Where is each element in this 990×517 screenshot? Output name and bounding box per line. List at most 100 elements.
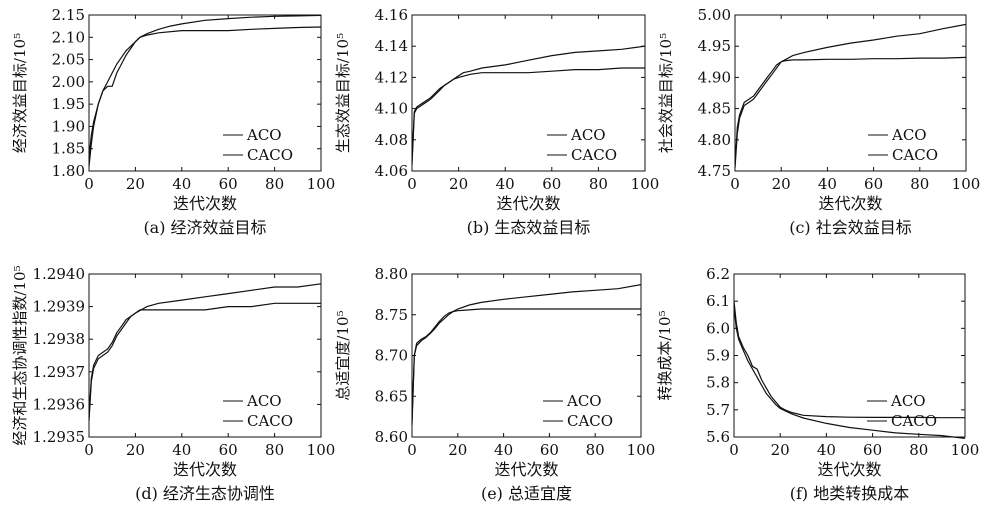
y-axis-label: 生态效益目标/10⁵ xyxy=(334,33,352,153)
x-tick-label: 80 xyxy=(265,175,284,193)
x-tick-label: 0 xyxy=(84,175,94,193)
series-line-aco xyxy=(88,302,321,418)
x-tick-label: 20 xyxy=(449,175,468,193)
y-tick-label: 8.60 xyxy=(375,428,408,446)
series-line-caco xyxy=(411,45,646,165)
legend-label-aco: ACO xyxy=(570,126,606,144)
series-line-caco xyxy=(734,23,967,168)
plot-frame xyxy=(411,14,646,172)
x-tick-label: 100 xyxy=(307,441,336,459)
x-tick-label: 40 xyxy=(172,175,191,193)
y-tick-label: 1.2937 xyxy=(33,363,86,381)
chart-panel-6: 0 20 40 60 80 100 5.6 5.7 5.8 5.9 6.0 6.1 6.2 ACO CACO… xyxy=(656,265,979,503)
series-line-caco xyxy=(411,284,642,425)
chart-panel-2: 0 20 40 60 80 100 4.06 4.08 4.10 4.12 4.14 4.16 ACO C… xyxy=(334,6,659,237)
y-tick-label: 2.10 xyxy=(52,28,85,46)
y-tick-label: 8.80 xyxy=(375,265,408,283)
y-tick-label: 2.15 xyxy=(52,6,85,24)
y-tick-label: 6.2 xyxy=(706,265,730,283)
x-tick-label: 60 xyxy=(219,441,238,459)
series-line-caco xyxy=(88,14,322,158)
panel-caption: (b) 生态效益目标 xyxy=(467,218,591,237)
y-tick-label: 5.7 xyxy=(706,401,730,419)
y-axis-label: 社会效益目标/10⁵ xyxy=(657,33,675,153)
y-tick-label: 5.8 xyxy=(706,374,730,392)
chart-panel-1: 0 20 40 60 80 100 1.80 1.85 1.90 1.95 2.00 2.05 2.10… xyxy=(11,6,335,237)
x-tick-label: 40 xyxy=(172,441,191,459)
panel-caption: (d) 经济生态协调性 xyxy=(135,484,275,503)
series-line-aco xyxy=(734,56,967,165)
x-tick-label: 40 xyxy=(817,441,836,459)
legend-label-caco: CACO xyxy=(892,146,938,164)
x-tick-label: 20 xyxy=(126,441,145,459)
legend-label-caco: CACO xyxy=(567,412,613,430)
chart-panel-3: 0 20 40 60 80 100 4.75 4.80 4.85 4.90 4.95 5.00 ACO C… xyxy=(657,6,980,237)
y-tick-label: 2.05 xyxy=(52,51,85,69)
x-tick-label: 60 xyxy=(863,441,882,459)
y-tick-label: 4.10 xyxy=(375,100,408,118)
y-tick-label: 4.14 xyxy=(375,37,408,55)
y-tick-label: 1.95 xyxy=(52,95,85,113)
legend-label-aco: ACO xyxy=(890,392,926,410)
y-tick-label: 8.65 xyxy=(375,387,408,405)
y-tick-label: 1.2939 xyxy=(33,298,86,316)
y-axis-label: 经济和生态协调性指数/10⁵ xyxy=(11,265,29,445)
series-line-aco xyxy=(733,301,965,419)
y-tick-label: 8.70 xyxy=(375,347,408,365)
x-tick-label: 20 xyxy=(771,441,790,459)
x-tick-label: 60 xyxy=(219,175,238,193)
y-tick-label: 4.85 xyxy=(698,100,731,118)
x-tick-label: 0 xyxy=(407,441,417,459)
x-tick-label: 20 xyxy=(772,175,791,193)
y-tick-label: 8.75 xyxy=(375,306,408,324)
x-tick-label: 100 xyxy=(952,175,981,193)
plot-frame xyxy=(88,273,322,438)
legend-label-aco: ACO xyxy=(891,126,927,144)
x-tick-label: 60 xyxy=(864,175,883,193)
x-tick-label: 60 xyxy=(540,441,559,459)
x-tick-label: 20 xyxy=(126,175,145,193)
x-axis-label: 迭代次数 xyxy=(173,194,237,213)
chart-panel-4: 0 20 40 60 80 100 1.2935 1.2936 1.2937 1.2938 1.29… xyxy=(11,265,335,503)
y-tick-label: 4.95 xyxy=(698,37,731,55)
legend-label-aco: ACO xyxy=(246,392,282,410)
legend-label-caco: CACO xyxy=(247,146,293,164)
y-tick-label: 1.2938 xyxy=(33,330,86,348)
legend-label-aco: ACO xyxy=(566,392,602,410)
y-tick-label: 1.2940 xyxy=(33,265,86,283)
y-tick-label: 5.6 xyxy=(706,428,730,446)
y-axis-label: 转换成本/10⁵ xyxy=(656,310,674,400)
panel-caption: (e) 总适宜度 xyxy=(481,484,572,503)
x-tick-label: 80 xyxy=(265,441,284,459)
legend-label-caco: CACO xyxy=(571,146,617,164)
x-axis-label: 迭代次数 xyxy=(173,460,237,479)
x-tick-label: 0 xyxy=(407,175,417,193)
legend-label-aco: ACO xyxy=(246,126,282,144)
x-axis-label: 迭代次数 xyxy=(817,460,881,479)
x-tick-label: 0 xyxy=(729,441,739,459)
y-tick-label: 4.08 xyxy=(375,131,408,149)
x-tick-label: 0 xyxy=(84,441,94,459)
legend-label-caco: CACO xyxy=(247,412,293,430)
series-line-aco xyxy=(411,308,641,421)
y-tick-label: 1.90 xyxy=(52,117,85,135)
x-tick-label: 80 xyxy=(910,175,929,193)
x-tick-label: 40 xyxy=(818,175,837,193)
x-axis-label: 迭代次数 xyxy=(818,194,882,213)
y-tick-label: 4.06 xyxy=(375,162,408,180)
y-tick-label: 4.12 xyxy=(375,68,408,86)
x-tick-label: 100 xyxy=(951,441,980,459)
y-tick-label: 1.2936 xyxy=(33,395,86,413)
y-tick-label: 4.16 xyxy=(375,6,408,24)
y-tick-label: 5.9 xyxy=(706,347,730,365)
x-tick-label: 80 xyxy=(589,175,608,193)
x-tick-label: 100 xyxy=(307,175,336,193)
panel-caption: (c) 社会效益目标 xyxy=(789,218,912,237)
plot-frame xyxy=(88,14,322,172)
y-tick-label: 1.80 xyxy=(52,162,85,180)
y-axis-label: 总适宜度/10⁵ xyxy=(334,310,352,400)
x-tick-label: 100 xyxy=(631,175,660,193)
x-axis-label: 迭代次数 xyxy=(494,460,558,479)
y-tick-label: 1.2935 xyxy=(33,428,86,446)
